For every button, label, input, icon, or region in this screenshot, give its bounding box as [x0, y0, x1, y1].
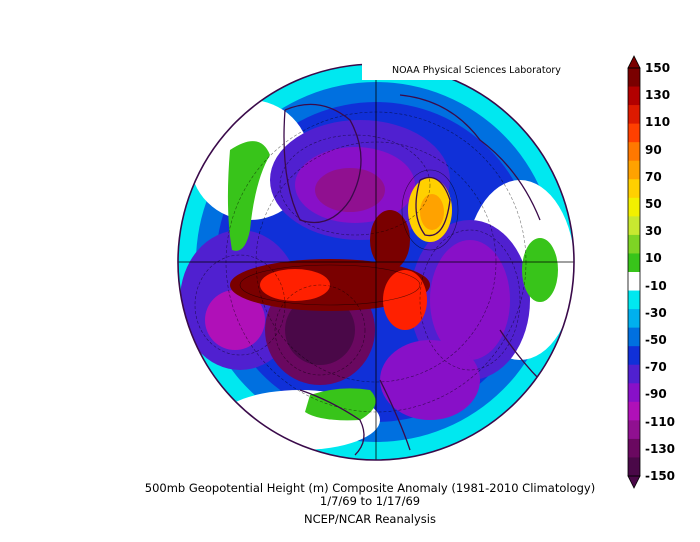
colorbar-tick-label: -50	[645, 333, 667, 347]
colorbar-swatch	[628, 309, 640, 329]
colorbar-swatch	[628, 383, 640, 403]
colorbar-tick-label: -130	[645, 441, 676, 456]
colorbar	[627, 55, 641, 489]
colorbar-swatch	[628, 160, 640, 180]
colorbar-labels: 150 130 110 90 70 50 30 10 -10 -30 -50 -70 -90 -110 -1…	[645, 0, 700, 542]
colorbar-swatch	[628, 234, 640, 254]
colorbar-swatch	[628, 401, 640, 421]
colorbar-swatch	[628, 346, 640, 366]
colorbar-tick-label: 50	[645, 197, 662, 211]
colorbar-tick-label: 90	[645, 142, 662, 157]
colorbar-swatch	[628, 364, 640, 384]
colorbar-tick-label: -10	[645, 278, 667, 293]
colorbar-tick-label: -110	[645, 414, 676, 429]
colorbar-min-arrow	[627, 475, 641, 489]
colorbar-max-arrow	[627, 55, 641, 69]
colorbar-tick-label: 10	[645, 251, 662, 266]
colorbar-swatch	[628, 327, 640, 347]
date-range: 1/7/69 to 1/17/69	[319, 494, 421, 508]
anomaly-field	[178, 64, 574, 460]
colorbar-tick-label: 110	[645, 115, 671, 130]
colorbar-tick-label: 150	[645, 61, 671, 75]
colorbar-tick-label: 30	[645, 224, 662, 239]
map-title: 500mb Geopotential Height (m) Composite …	[144, 481, 596, 495]
colorbar-tick-label: -70	[645, 360, 667, 375]
colorbar-swatch	[628, 86, 640, 106]
coastlines	[283, 94, 541, 456]
colorbar-swatch	[628, 290, 640, 310]
colorbar-swatch	[628, 142, 640, 162]
colorbar-tick-label: 70	[645, 169, 662, 184]
credit-label: NOAA Physical Sciences Laboratory	[362, 62, 572, 80]
colorbar-tick-label: -30	[645, 305, 667, 320]
colorbar-swatch	[628, 216, 640, 236]
colorbar-swatch	[628, 253, 640, 273]
colorbar-swatch	[628, 457, 640, 477]
colorbar-swatch	[628, 105, 640, 125]
colorbar-swatch	[628, 123, 640, 143]
colorbar-swatch	[628, 179, 640, 199]
colorbar-tick-label: -150	[645, 469, 676, 483]
colorbar-swatch	[628, 420, 640, 440]
colorbar-swatch	[628, 68, 640, 88]
colorbar-tick-label: -90	[645, 387, 667, 402]
colorbar-swatch	[628, 438, 640, 458]
colorbar-swatch	[628, 272, 640, 292]
data-source: NCEP/NCAR Reanalysis	[304, 512, 436, 526]
colorbar-tick-label: 130	[645, 88, 671, 103]
colorbar-swatch	[628, 197, 640, 217]
